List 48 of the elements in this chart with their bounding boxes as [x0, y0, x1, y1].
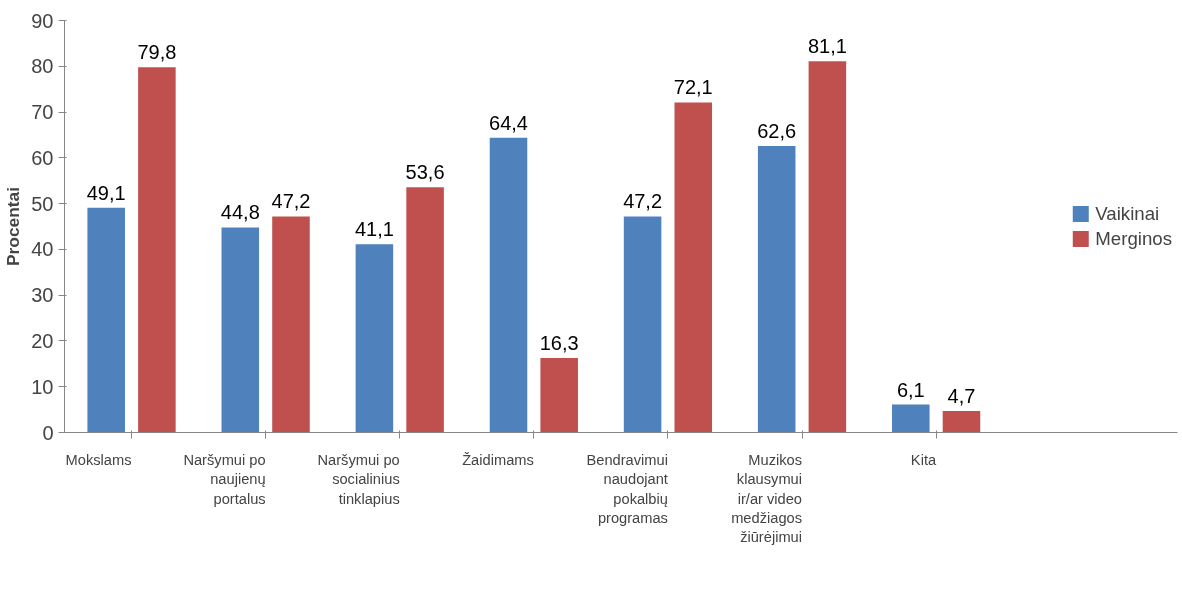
data-label: 62,6: [757, 119, 797, 142]
bar: [540, 357, 578, 433]
bar: [355, 244, 394, 433]
data-label: 47,2: [271, 190, 311, 213]
y-tick-label: 90: [31, 9, 54, 32]
x-tick-label: Mokslams: [65, 452, 132, 469]
bar: [221, 227, 260, 433]
data-label: 44,8: [220, 201, 260, 224]
data-label: 4,7: [947, 384, 976, 407]
bar: [892, 404, 930, 433]
data-label: 53,6: [405, 161, 445, 184]
bar: [87, 207, 125, 433]
legend-label: Vaikinai: [1095, 202, 1160, 225]
data-label: 79,8: [137, 41, 177, 64]
bar: [623, 216, 662, 433]
bar: [674, 102, 713, 433]
legend-label: Merginos: [1095, 227, 1172, 250]
data-label: 16,3: [539, 331, 579, 354]
y-tick-label: 0: [42, 421, 54, 444]
y-tick-label: 40: [31, 238, 54, 261]
y-tick-label: 30: [31, 284, 54, 307]
x-tick-label: Žaidimams: [462, 452, 534, 469]
x-tick-label: Naršymui po socialinius tinklapius: [317, 452, 400, 507]
data-label: 47,2: [623, 190, 663, 213]
y-tick-label: 70: [31, 101, 54, 124]
bar: [272, 216, 310, 433]
bar: [808, 61, 847, 433]
data-label: 64,4: [489, 111, 528, 134]
bar: [757, 145, 796, 433]
x-tick-label: Muzikos klausymui ir/ar video medžiagos žiūrėjimui: [731, 452, 803, 545]
x-tick-label: Bendravimui naudojant pokalbių programas: [586, 452, 668, 526]
data-label: 81,1: [807, 35, 847, 58]
bar: [489, 137, 528, 433]
y-tick-label: 60: [31, 146, 54, 169]
y-tick-label: 50: [31, 192, 54, 215]
bar: [406, 187, 444, 433]
y-tick-label: 20: [31, 329, 54, 352]
x-tick-label: Kita: [910, 452, 937, 469]
bar: [942, 410, 981, 433]
data-label: 41,1: [354, 218, 394, 241]
x-tick-label: Naršymui po naujienų portalus: [183, 452, 266, 507]
data-label: 6,1: [896, 378, 925, 401]
y-tick-label: 80: [31, 55, 54, 78]
data-label: 72,1: [673, 76, 713, 99]
y-tick-label: 10: [31, 375, 54, 398]
y-axis-title: Procentai: [3, 187, 24, 266]
bar: [138, 67, 176, 433]
data-label: 49,1: [86, 181, 126, 204]
